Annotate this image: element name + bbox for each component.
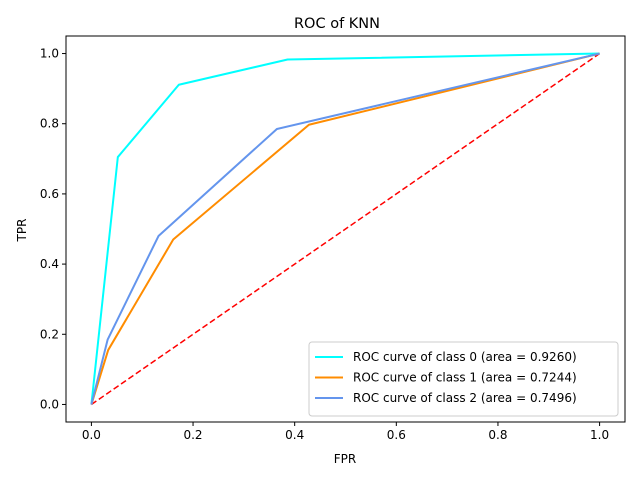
y-tick-label: 1.0 <box>40 47 59 61</box>
x-tick-label: 0.6 <box>387 428 406 442</box>
roc-curve-class-0 <box>90 52 600 405</box>
y-tick-label: 0.0 <box>40 397 59 411</box>
y-tick-label: 0.4 <box>40 257 59 271</box>
roc-curve-class-1 <box>90 52 600 405</box>
chart-title: ROC of KNN <box>294 16 380 32</box>
axes-frame <box>65 35 626 423</box>
plot-area: 0.0 0.2 0.4 0.6 0.8 1.0 0.0 0.2 0.4 0.6 0.8 1.0 <box>40 35 626 442</box>
x-tick-label: 0.4 <box>285 428 304 442</box>
x-axis-label: FPR <box>334 452 356 466</box>
y-axis-label: TPR <box>15 219 29 243</box>
legend: ROC curve of class 0 (area = 0.9260) ROC … <box>308 341 619 417</box>
y-tick-label: 0.2 <box>40 327 59 341</box>
roc-curve-class-2 <box>90 52 600 405</box>
y-tick-label: 0.6 <box>40 187 59 201</box>
legend-box <box>308 341 619 417</box>
legend-label-class-1: ROC curve of class 1 (area = 0.7244) <box>353 371 577 385</box>
legend-label-class-0: ROC curve of class 0 (area = 0.9260) <box>353 350 577 364</box>
x-tick-label: 0.0 <box>82 428 101 442</box>
legend-label-class-2: ROC curve of class 2 (area = 0.7496) <box>353 391 577 405</box>
x-tick-label: 0.2 <box>183 428 202 442</box>
x-tick-label: 1.0 <box>590 428 609 442</box>
reference-diagonal-line <box>90 52 601 406</box>
x-tick-label: 0.8 <box>488 428 507 442</box>
y-tick-label: 0.8 <box>40 117 59 131</box>
